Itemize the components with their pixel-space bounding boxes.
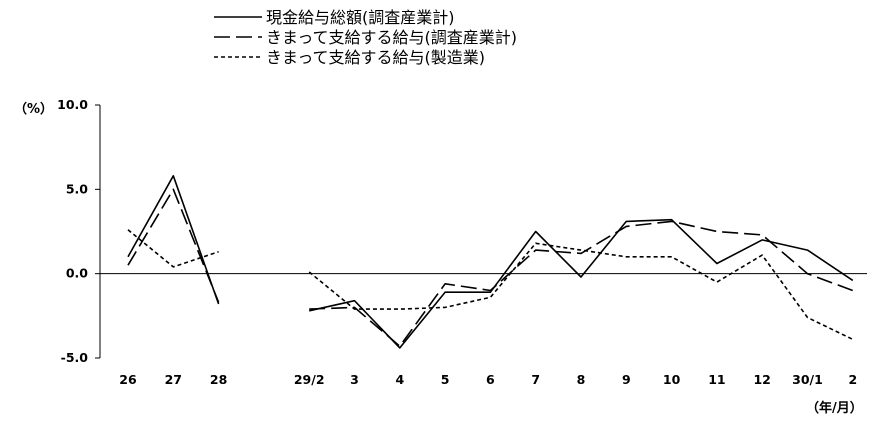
x-axis: 26 27 28 29/2 3 4 5 6 7 8 9 10 11 12 30/1 2 [119,372,857,387]
y-tick-label: 10.0 [57,97,88,112]
series-line-1 [309,218,854,349]
x-tick-label: 3 [350,372,359,387]
legend-label-1: 現金給与総額(調査産業計) [266,8,455,27]
y-axis: 10.0 5.0 0.0 -5.0 [57,97,101,365]
series-lines [127,175,854,349]
x-tick-label: 9 [622,372,631,387]
legend: 現金給与総額(調査産業計)きまって支給する給与(調査産業計)きまって支給する給与… [214,8,517,67]
x-unit-label: （年/月） [806,400,863,416]
x-tick-label: 26 [119,372,137,387]
y-unit-label: （%） [14,101,53,117]
x-tick-label: 30/1 [792,372,823,387]
x-tick-label: 28 [210,372,227,387]
y-tick-label: -5.0 [61,350,89,365]
x-tick-label: 2 [848,372,857,387]
series-line-2 [309,220,854,348]
series-line-3 [308,242,854,341]
y-tick-label: 5.0 [66,181,88,196]
legend-label-2: きまって支給する給与(調査産業計) [266,28,517,47]
x-tick-label: 8 [577,372,586,387]
x-tick-label: 5 [441,372,450,387]
x-tick-label: 6 [486,372,495,387]
series-line-1 [127,175,220,305]
x-tick-label: 4 [395,372,404,387]
legend-label-3: きまって支給する給与(製造業) [266,48,485,67]
x-tick-label: 10 [663,372,681,387]
x-tick-label: 11 [708,372,725,387]
x-tick-label: 29/2 [294,372,325,387]
y-tick-label: 0.0 [66,266,88,281]
series-line-3 [127,229,219,268]
x-tick-label: 27 [165,372,182,387]
x-tick-label: 7 [531,372,540,387]
series-line-2 [127,188,220,303]
x-tick-label: 12 [753,372,770,387]
